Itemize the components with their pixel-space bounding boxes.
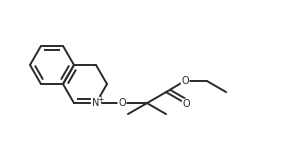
Text: N: N	[92, 98, 100, 108]
Text: +: +	[97, 95, 104, 104]
Text: O: O	[181, 76, 189, 86]
Text: O: O	[182, 99, 190, 109]
Text: O: O	[118, 98, 126, 108]
